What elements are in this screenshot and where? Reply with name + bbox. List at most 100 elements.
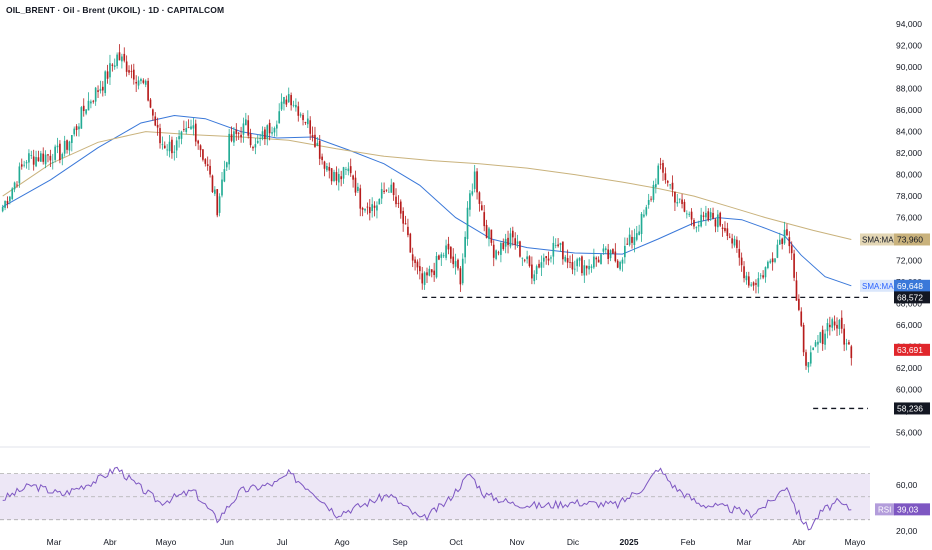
candle-body xyxy=(628,234,631,245)
candle-body xyxy=(47,154,49,156)
candle-body xyxy=(469,193,471,210)
candle-body xyxy=(144,80,147,85)
candle-body xyxy=(32,156,35,165)
sma-slow-tag-bg xyxy=(860,233,894,246)
candle-body xyxy=(840,317,843,329)
candle-body xyxy=(600,254,602,265)
candle-body xyxy=(116,54,118,66)
candle-body xyxy=(121,56,123,62)
candle-body xyxy=(109,63,111,78)
candle-body xyxy=(490,229,493,243)
candle-body xyxy=(28,153,30,163)
candle-body xyxy=(240,134,242,138)
candle-body xyxy=(421,273,424,284)
time-tick-label: Ago xyxy=(334,537,349,547)
candle-body xyxy=(435,255,438,278)
candle-body xyxy=(757,278,760,287)
candle-body xyxy=(809,352,812,364)
candle-body xyxy=(342,167,345,179)
candle-body xyxy=(51,162,54,164)
candle-body xyxy=(814,342,817,347)
candle-body xyxy=(569,261,571,263)
candle-body xyxy=(743,266,745,279)
candle-body xyxy=(442,255,445,257)
candle-body xyxy=(18,166,21,184)
candle-body xyxy=(631,236,633,243)
candle-body xyxy=(788,237,791,247)
candle-body xyxy=(578,258,581,261)
candle-body xyxy=(659,163,662,165)
candle-body xyxy=(836,324,838,329)
candle-body xyxy=(824,333,826,345)
candle-body xyxy=(49,155,52,161)
candle-body xyxy=(161,144,164,146)
candle-body xyxy=(626,243,629,245)
candle-body xyxy=(371,204,374,212)
candle-body xyxy=(409,233,412,253)
candle-body xyxy=(557,244,559,247)
candle-body xyxy=(433,270,435,276)
candle-body xyxy=(767,261,769,268)
candle-body xyxy=(376,205,378,211)
candle-body xyxy=(745,275,748,281)
time-tick-label: Feb xyxy=(681,537,696,547)
candle-body xyxy=(571,262,574,270)
candle-body xyxy=(776,244,779,258)
candle-body xyxy=(807,362,810,368)
candle-body xyxy=(16,184,18,186)
price-tick-label: 68,000 xyxy=(896,299,922,309)
candle-body xyxy=(309,120,312,134)
candle-body xyxy=(461,258,464,284)
rsi-value-bg xyxy=(894,503,930,516)
candle-body xyxy=(230,134,233,141)
candle-body xyxy=(683,201,686,212)
candle-body xyxy=(183,129,185,130)
candle-body xyxy=(511,230,514,238)
candle-body xyxy=(802,325,805,353)
candle-body xyxy=(483,212,486,227)
candle-body xyxy=(507,237,509,246)
candle-body xyxy=(800,311,803,326)
candle-body xyxy=(783,229,786,244)
candle-body xyxy=(249,133,252,146)
candle-body xyxy=(848,342,850,345)
candle-body xyxy=(731,238,733,244)
candle-body xyxy=(87,100,90,111)
candle-body xyxy=(786,229,788,236)
candle-body xyxy=(359,188,362,209)
candle-body xyxy=(535,266,538,274)
candle-body xyxy=(514,238,517,245)
candle-body xyxy=(702,215,705,217)
price-tick-label: 86,000 xyxy=(896,105,922,115)
candle-body xyxy=(204,159,207,164)
candle-body xyxy=(676,201,679,204)
rsi-tick-label: 20,00 xyxy=(896,526,918,536)
candle-body xyxy=(380,189,383,199)
candle-body xyxy=(652,184,655,200)
time-tick-label: Mayo xyxy=(156,537,177,547)
candle-body xyxy=(550,257,552,259)
candle-body xyxy=(664,173,667,181)
candle-body xyxy=(774,258,776,262)
low-level-value-bg xyxy=(894,402,930,415)
candle-body xyxy=(650,198,652,200)
candle-body xyxy=(831,319,834,328)
candle-body xyxy=(645,207,648,215)
candle-body xyxy=(94,87,97,102)
candle-body xyxy=(764,267,767,278)
candle-body xyxy=(542,257,545,262)
candle-body xyxy=(25,162,28,164)
candle-body xyxy=(430,269,433,273)
candle-body xyxy=(90,101,92,104)
candle-body xyxy=(259,138,261,140)
candle-body xyxy=(476,171,478,193)
time-tick-label: Mar xyxy=(737,537,752,547)
candle-body xyxy=(738,248,741,258)
candle-body xyxy=(790,245,793,254)
time-tick-label: Nov xyxy=(509,537,525,547)
rsi-pane xyxy=(0,466,870,531)
candle-body xyxy=(132,69,135,80)
candle-body xyxy=(404,223,407,225)
price-pane xyxy=(1,44,868,410)
